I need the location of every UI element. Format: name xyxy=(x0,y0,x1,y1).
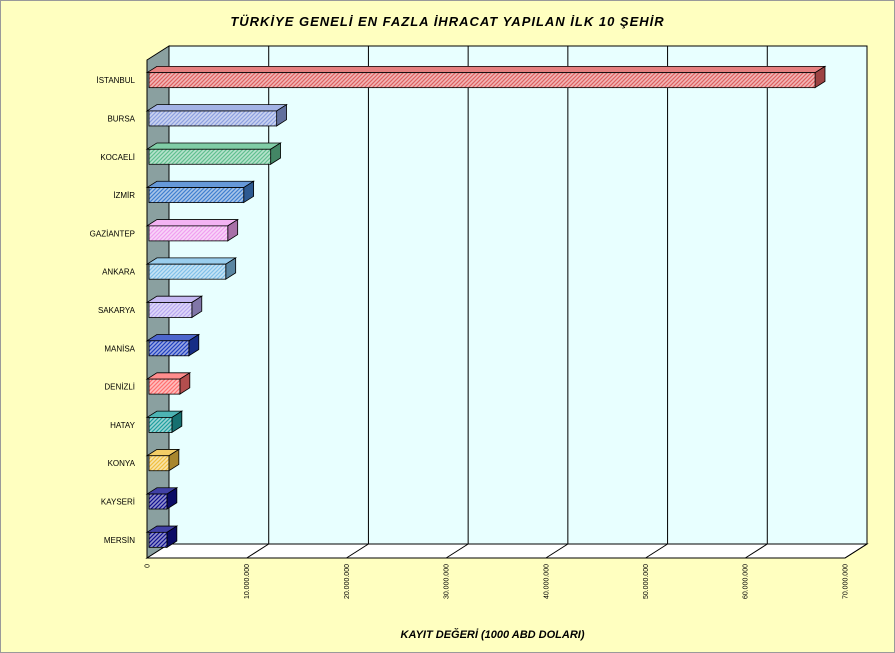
category-label: İZMİR xyxy=(113,191,135,200)
category-label: DENİZLİ xyxy=(104,383,135,392)
category-label: MERSİN xyxy=(104,536,135,545)
bar-front xyxy=(148,263,227,280)
bar-front xyxy=(148,225,229,242)
bar xyxy=(145,295,204,319)
bar xyxy=(145,372,192,395)
x-axis-label: KAYIT DEĞERİ (1000 ABD DOLARI) xyxy=(400,629,585,641)
x-tick-label: 20.000.000 xyxy=(344,564,351,599)
x-tick-label: 10.000.000 xyxy=(244,564,251,599)
category-label: İSTANBUL xyxy=(96,76,135,85)
bar xyxy=(145,525,179,549)
bar-top xyxy=(145,104,288,112)
bar xyxy=(145,448,181,472)
x-tick-label: 60.000.000 xyxy=(743,564,750,599)
bar xyxy=(145,333,201,357)
bar-front xyxy=(148,493,168,510)
bar-top xyxy=(145,257,238,265)
bar xyxy=(145,142,282,165)
bar xyxy=(145,103,288,127)
bar-front xyxy=(148,455,170,472)
category-label: MANİSA xyxy=(104,344,135,353)
x-tick-label: 50.000.000 xyxy=(643,564,650,599)
x-tick-label: 40.000.000 xyxy=(543,564,550,599)
category-label: BURSA xyxy=(107,114,135,123)
bar xyxy=(145,487,179,510)
gridline-floor xyxy=(246,543,269,559)
category-label: ANKARA xyxy=(102,268,136,277)
category-label: KOCAELİ xyxy=(100,153,135,162)
category-label: KONYA xyxy=(108,459,136,468)
gridline-floor xyxy=(745,543,768,559)
bar xyxy=(145,257,238,280)
bar-top xyxy=(145,219,240,227)
bar-front xyxy=(148,340,190,357)
gridline-floor xyxy=(645,543,668,559)
bar-front xyxy=(148,302,193,318)
x-tick-label: 30.000.000 xyxy=(444,564,451,599)
category-label: KAYSERİ xyxy=(101,498,135,507)
gridline-floor xyxy=(445,543,469,559)
gridline-floor xyxy=(346,543,369,559)
bar xyxy=(145,180,255,204)
category-label: SAKARYA xyxy=(98,306,136,315)
bar-front xyxy=(148,72,816,89)
bar-front xyxy=(148,531,168,548)
bar-front xyxy=(148,110,278,127)
bar-front xyxy=(148,187,245,203)
bar-top xyxy=(145,65,827,74)
bar-top xyxy=(145,142,282,150)
gridline-floor xyxy=(844,543,868,559)
bar-front xyxy=(148,417,173,433)
chart-title: TÜRKİYE GENELİ EN FAZLA İHRACAT YAPILAN … xyxy=(230,14,665,29)
bar-front xyxy=(148,378,181,395)
x-tick-label: 70.000.000 xyxy=(842,564,849,599)
bar xyxy=(145,65,827,89)
x-tick-label: 0 xyxy=(144,564,151,568)
category-label: GAZİANTEP xyxy=(90,229,135,238)
bar-top xyxy=(145,180,255,188)
plot-floor xyxy=(145,543,869,559)
category-label: HATAY xyxy=(110,421,136,430)
bar-front xyxy=(148,148,272,165)
gridline-floor xyxy=(545,543,569,559)
bar xyxy=(145,410,184,434)
bar xyxy=(145,218,240,242)
